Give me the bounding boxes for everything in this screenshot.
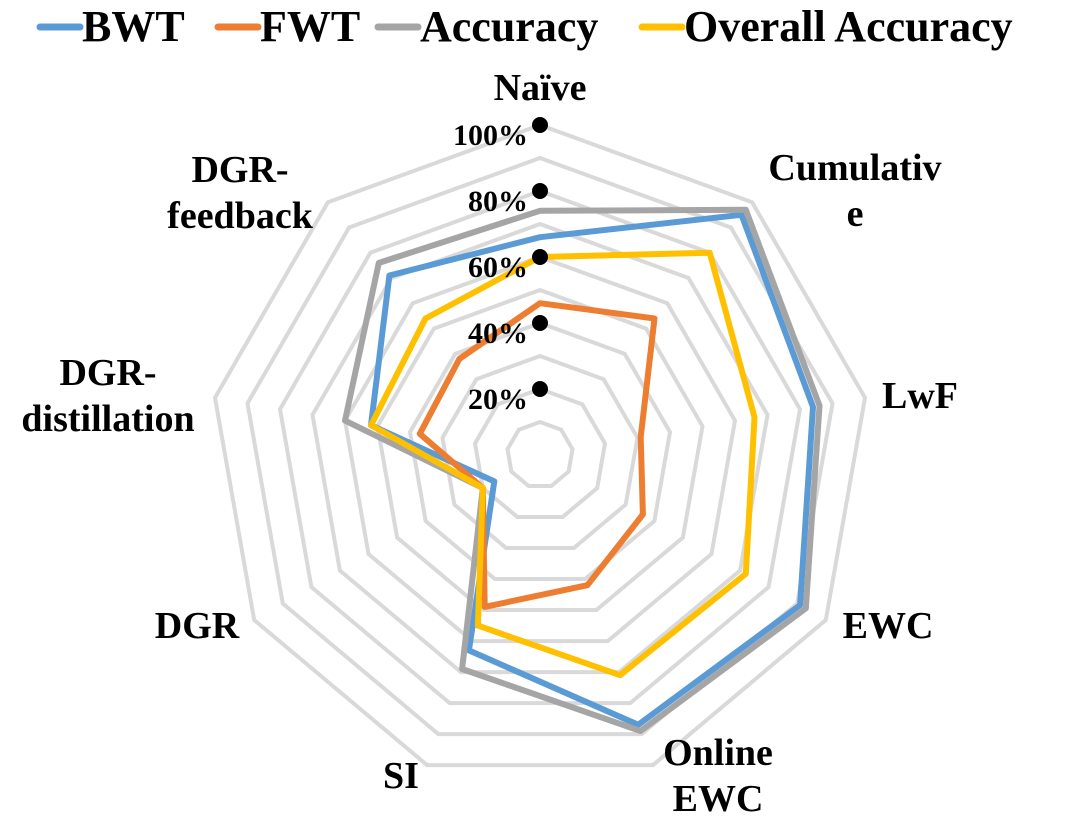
grid-ring-40	[407, 320, 673, 581]
legend-item-bwt: BWT	[36, 2, 185, 51]
series-line-accuracy	[342, 206, 823, 734]
tick-marker-20	[532, 381, 548, 397]
grid-ring-50	[375, 287, 705, 612]
category-label-na-ve: Naïve	[494, 67, 587, 109]
tick-label-20: 20%	[468, 383, 528, 416]
category-label-dgr: DGR	[155, 605, 240, 647]
grid-ring-10	[505, 419, 575, 488]
legend-label-overall-accuracy: Overall Accuracy	[684, 2, 1013, 51]
category-label-si: SI	[383, 755, 419, 797]
radar-grid	[212, 122, 868, 768]
category-label-lwf: LwF	[882, 375, 958, 417]
tick-label-40: 40%	[468, 317, 528, 350]
radar-series	[342, 206, 823, 734]
tick-marker-40	[532, 315, 548, 331]
legend: BWT FWT Accuracy Overall Accuracy	[36, 2, 1013, 51]
grid-ring-70	[310, 221, 770, 675]
series-line-overall-accuracy	[368, 249, 758, 679]
tick-label-100: 100%	[453, 119, 528, 152]
category-label-cumulative: Cumulativ e	[768, 147, 941, 235]
category-label-online-ewc: Online EWC	[663, 732, 773, 820]
series-line-bwt	[368, 211, 816, 728]
category-label-ewc: EWC	[843, 605, 934, 647]
grid-ring-20	[472, 386, 608, 519]
tick-marker-60	[532, 249, 548, 265]
grid-ring-100	[212, 122, 868, 768]
legend-item-overall-accuracy: Overall Accuracy	[638, 2, 1013, 51]
legend-item-fwt: FWT	[214, 2, 360, 51]
tick-marker-80	[532, 183, 548, 199]
tick-label-80: 80%	[468, 185, 528, 218]
tick-label-60: 60%	[468, 251, 528, 284]
category-labels: Naïve Cumulativ e LwF EWC Online EWC SI DGR DGR-d…	[21, 67, 958, 820]
tick-marker-100	[532, 117, 548, 133]
radial-axis-ticks: 20% 40% 60% 80% 100%	[453, 117, 548, 416]
legend-label-accuracy: Accuracy	[420, 2, 598, 51]
legend-item-accuracy: Accuracy	[374, 2, 598, 51]
legend-label-fwt: FWT	[260, 2, 360, 51]
category-label-dgr-feedback: DGR-feedback	[167, 149, 314, 237]
category-label-dgr-distillation: DGR-distillation	[21, 352, 194, 440]
series-line-fwt	[416, 300, 658, 610]
legend-label-bwt: BWT	[82, 2, 185, 51]
grid-ring-80	[277, 188, 803, 706]
grid-ring-30	[440, 353, 640, 550]
